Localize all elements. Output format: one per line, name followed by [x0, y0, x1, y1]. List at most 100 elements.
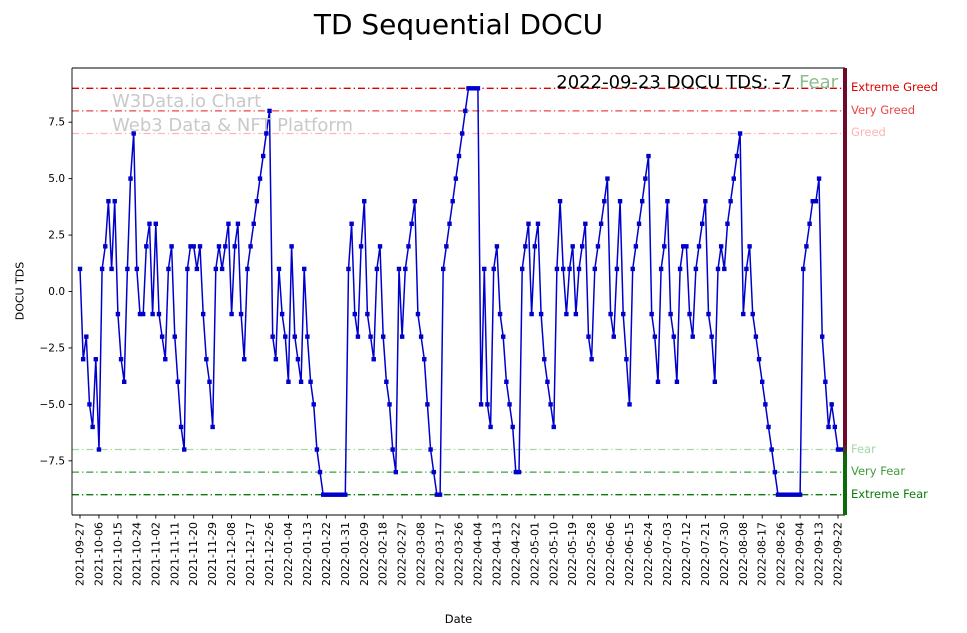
- data-point-marker: [611, 334, 616, 339]
- x-tick-label: 2022-07-21: [699, 522, 712, 586]
- data-point-marker: [229, 311, 234, 317]
- data-point-marker: [699, 221, 705, 226]
- data-point-marker: [497, 311, 503, 317]
- data-point-marker: [428, 447, 433, 452]
- annotation-text: 2022-09-23 DOCU TDS: -7: [556, 72, 793, 93]
- data-point-marker: [425, 402, 430, 407]
- data-point-marker: [573, 311, 579, 317]
- data-point-marker: [589, 357, 594, 362]
- data-point-marker: [147, 221, 152, 226]
- data-point-marker: [169, 244, 174, 249]
- data-point-marker: [813, 198, 819, 204]
- zone-label-greed: Greed: [851, 125, 886, 140]
- data-point-marker: [706, 311, 711, 317]
- data-point-marker: [144, 244, 149, 249]
- data-point-marker: [434, 492, 440, 497]
- data-point-marker: [627, 402, 632, 407]
- data-point-marker: [459, 131, 465, 136]
- data-point-marker: [112, 198, 117, 204]
- x-tick-label: 2022-03-26: [453, 522, 466, 586]
- data-point-marker: [466, 86, 471, 91]
- data-point-marker: [226, 221, 231, 226]
- x-tick-label: 2021-12-17: [244, 522, 257, 586]
- data-point-marker: [175, 379, 181, 385]
- data-point-marker: [182, 447, 187, 452]
- data-point-marker: [207, 379, 212, 385]
- x-tick-label: 2021-09-27: [74, 522, 87, 586]
- x-tick-label: 2021-11-02: [149, 522, 162, 586]
- data-point-marker: [248, 244, 253, 249]
- x-tick-label: 2022-08-17: [756, 522, 769, 586]
- data-point-marker: [320, 492, 326, 497]
- data-point-marker: [788, 492, 793, 497]
- x-tick-label: 2022-08-08: [737, 522, 750, 586]
- y-tick-label: 7.5: [48, 117, 65, 129]
- data-point-marker: [118, 357, 124, 362]
- data-point-marker: [744, 266, 749, 272]
- data-point-marker: [801, 266, 806, 272]
- data-point-marker: [115, 311, 121, 317]
- data-point-marker: [747, 244, 752, 249]
- data-point-marker: [219, 266, 225, 272]
- data-point-marker: [551, 424, 556, 430]
- data-point-marker: [103, 244, 108, 249]
- data-point-marker: [504, 379, 509, 385]
- data-point-marker: [163, 357, 168, 362]
- sentiment-spine: [843, 68, 847, 515]
- data-point-marker: [295, 357, 301, 362]
- x-tick-label: 2022-06-06: [604, 522, 617, 586]
- data-point-marker: [242, 357, 247, 362]
- data-point-marker: [750, 311, 755, 317]
- data-point-marker: [125, 266, 130, 272]
- data-point-marker: [826, 424, 831, 430]
- data-point-marker: [387, 402, 392, 407]
- data-point-marker: [576, 266, 582, 272]
- data-point-marker: [191, 244, 196, 249]
- data-point-marker: [197, 244, 203, 249]
- y-tick-label: −2.5: [40, 342, 66, 354]
- data-point-marker: [324, 492, 329, 497]
- data-point-marker: [772, 469, 778, 475]
- data-point-marker: [538, 311, 544, 317]
- watermark-line2: Web3 Data & NFT Platform: [112, 115, 354, 136]
- data-point-marker: [450, 198, 455, 204]
- data-point-marker: [463, 108, 468, 114]
- data-point-marker: [605, 176, 610, 181]
- zone-label-extreme-greed: Extreme Greed: [851, 80, 938, 95]
- x-tick-label: 2021-11-29: [206, 522, 219, 586]
- data-point-marker: [731, 176, 736, 181]
- data-point-marker: [535, 221, 541, 226]
- data-point-marker: [349, 221, 354, 226]
- data-point-marker: [488, 424, 493, 430]
- data-point-marker: [238, 311, 244, 317]
- data-point-marker: [453, 176, 459, 181]
- annotation: 2022-09-23 DOCU TDS: -7 Fear: [556, 72, 838, 93]
- data-point-marker: [734, 153, 740, 159]
- data-point-marker: [760, 379, 765, 385]
- data-point-marker: [99, 266, 105, 272]
- data-point-marker: [516, 469, 522, 475]
- data-point-marker: [128, 176, 133, 181]
- data-point-marker: [816, 176, 822, 181]
- x-tick-label: 2022-07-12: [680, 522, 693, 586]
- data-point-marker: [178, 424, 184, 430]
- data-point-marker: [778, 492, 784, 497]
- data-point-marker: [355, 334, 361, 339]
- data-point-marker: [343, 492, 348, 497]
- data-point-marker: [829, 402, 834, 407]
- y-tick-label: 2.5: [48, 230, 65, 242]
- x-tick-label: 2022-01-13: [301, 522, 314, 586]
- data-point-marker: [472, 86, 477, 91]
- data-point-marker: [134, 266, 140, 272]
- data-point-marker: [586, 334, 591, 339]
- x-tick-label: 2022-06-24: [642, 522, 655, 586]
- data-point-marker: [308, 379, 313, 385]
- data-point-marker: [374, 266, 380, 272]
- data-point-marker: [437, 492, 443, 497]
- data-point-marker: [80, 357, 86, 362]
- x-tick-label: 2022-02-09: [358, 522, 371, 586]
- x-tick-label: 2022-03-08: [415, 522, 428, 586]
- data-point-marker: [305, 334, 310, 339]
- data-point-marker: [633, 244, 639, 249]
- data-point-marker: [769, 447, 774, 452]
